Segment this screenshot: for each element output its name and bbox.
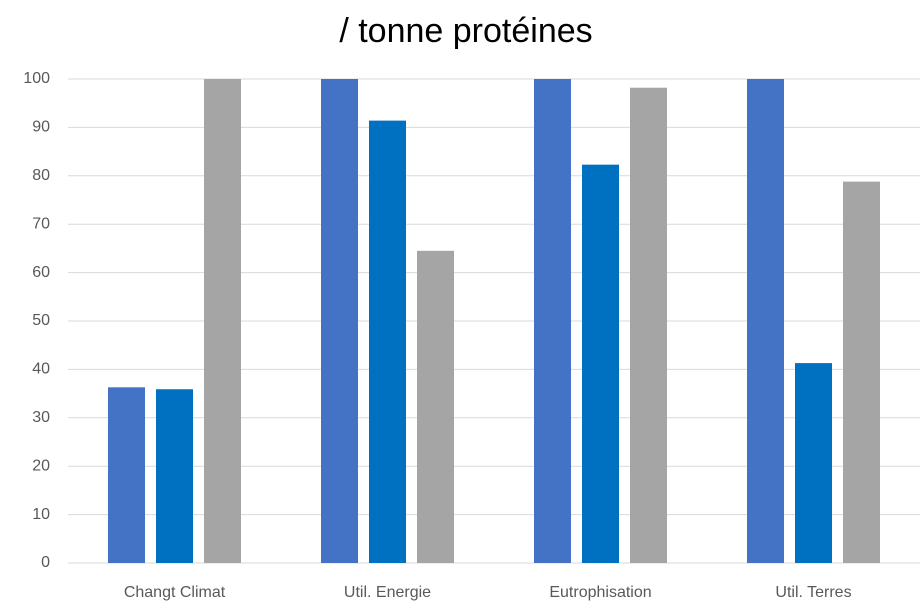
bar: [630, 87, 667, 563]
bar: [321, 79, 358, 563]
y-tick-label: 100: [23, 70, 50, 87]
chart-title: / tonne protéines: [339, 12, 592, 50]
y-tick-label: 80: [32, 167, 50, 184]
bar: [582, 164, 619, 563]
y-tick-label: 40: [32, 361, 50, 378]
y-tick-label: 20: [32, 457, 50, 474]
bar: [369, 120, 406, 564]
y-tick-label: 30: [32, 409, 50, 426]
bar: [795, 363, 832, 563]
x-tick-label: Changt Climat: [124, 584, 226, 601]
bar: [108, 387, 145, 563]
bar: [204, 79, 241, 563]
x-tick-label: Util. Energie: [344, 584, 431, 601]
y-tick-label: 50: [32, 312, 50, 329]
y-tick-label: 10: [32, 506, 50, 523]
bar: [156, 389, 193, 563]
x-tick-label: Util. Terres: [775, 584, 851, 601]
bar: [417, 250, 454, 563]
x-tick-label: Eutrophisation: [549, 584, 651, 601]
y-tick-label: 60: [32, 264, 50, 281]
bar: [843, 181, 880, 563]
y-tick-label: 0: [41, 554, 50, 571]
y-tick-label: 70: [32, 215, 50, 232]
bar: [747, 79, 784, 563]
y-tick-label: 90: [32, 119, 50, 136]
bar: [534, 79, 571, 563]
